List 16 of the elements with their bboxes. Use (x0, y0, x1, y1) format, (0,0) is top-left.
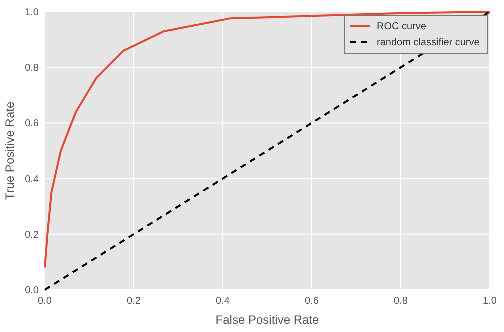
x-tick-label: 0.0 (38, 296, 52, 307)
legend-label: ROC curve (377, 22, 427, 32)
y-tick-label: 1.0 (25, 8, 40, 18)
y-tick-label: 0.4 (25, 174, 40, 186)
y-tick-label: 0.2 (25, 230, 40, 241)
y-tick-label: 0.6 (25, 118, 40, 130)
x-tick-label: 0.4 (216, 296, 230, 307)
y-tick-label: 0.8 (25, 63, 40, 74)
x-tick-label: 0.2 (127, 296, 142, 307)
y-tick-label: 0.0 (25, 286, 40, 296)
y-axis-title: True Positive Rate (3, 102, 17, 200)
x-tick-label: 0.8 (394, 296, 408, 307)
x-tick-label: 0.6 (305, 296, 320, 307)
legend-label: random classifier curve (377, 38, 480, 48)
x-tick-label: 1.0 (483, 296, 498, 307)
x-axis-title: False Positive Rate (216, 313, 320, 327)
